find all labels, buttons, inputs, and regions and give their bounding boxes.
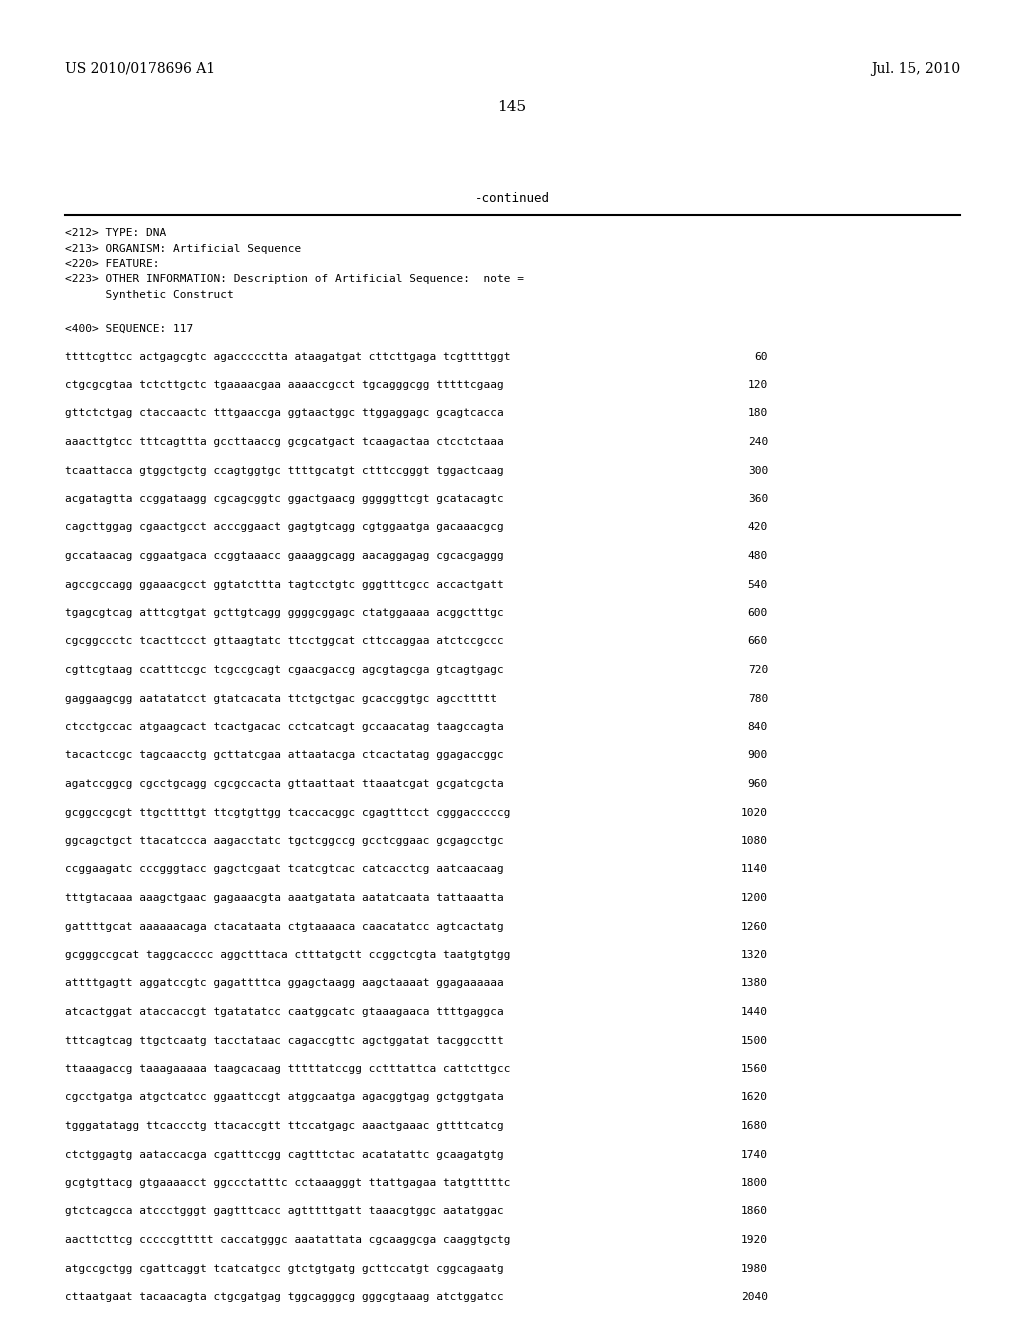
Text: gcgtgttacg gtgaaaacct ggccctatttc cctaaagggt ttattgagaa tatgtttttc: gcgtgttacg gtgaaaacct ggccctatttc cctaaa…	[65, 1177, 511, 1188]
Text: ggcagctgct ttacatccca aagacctatc tgctcggccg gcctcggaac gcgagcctgc: ggcagctgct ttacatccca aagacctatc tgctcgg…	[65, 836, 504, 846]
Text: 300: 300	[748, 466, 768, 475]
Text: Synthetic Construct: Synthetic Construct	[65, 290, 233, 300]
Text: 420: 420	[748, 523, 768, 532]
Text: 1440: 1440	[741, 1007, 768, 1016]
Text: tttgtacaaa aaagctgaac gagaaacgta aaatgatata aatatcaata tattaaatta: tttgtacaaa aaagctgaac gagaaacgta aaatgat…	[65, 894, 504, 903]
Text: atgccgctgg cgattcaggt tcatcatgcc gtctgtgatg gcttccatgt cggcagaatg: atgccgctgg cgattcaggt tcatcatgcc gtctgtg…	[65, 1263, 504, 1274]
Text: gattttgcat aaaaaacaga ctacataata ctgtaaaaca caacatatcc agtcactatg: gattttgcat aaaaaacaga ctacataata ctgtaaa…	[65, 921, 504, 932]
Text: Jul. 15, 2010: Jul. 15, 2010	[870, 62, 961, 77]
Text: 60: 60	[755, 351, 768, 362]
Text: gccataacag cggaatgaca ccggtaaacc gaaaggcagg aacaggagag cgcacgaggg: gccataacag cggaatgaca ccggtaaacc gaaaggc…	[65, 550, 504, 561]
Text: 780: 780	[748, 693, 768, 704]
Text: ctcctgccac atgaagcact tcactgacac cctcatcagt gccaacatag taagccagta: ctcctgccac atgaagcact tcactgacac cctcatc…	[65, 722, 504, 733]
Text: 145: 145	[498, 100, 526, 114]
Text: atcactggat ataccaccgt tgatatatcc caatggcatc gtaaagaaca ttttgaggca: atcactggat ataccaccgt tgatatatcc caatggc…	[65, 1007, 504, 1016]
Text: cgcggccctc tcacttccct gttaagtatc ttcctggcat cttccaggaa atctccgccc: cgcggccctc tcacttccct gttaagtatc ttcctgg…	[65, 636, 504, 647]
Text: ccggaagatc cccgggtacc gagctcgaat tcatcgtcac catcacctcg aatcaacaag: ccggaagatc cccgggtacc gagctcgaat tcatcgt…	[65, 865, 504, 874]
Text: 1200: 1200	[741, 894, 768, 903]
Text: 1140: 1140	[741, 865, 768, 874]
Text: gcggccgcgt ttgcttttgt ttcgtgttgg tcaccacggc cgagtttcct cgggacccccg: gcggccgcgt ttgcttttgt ttcgtgttgg tcaccac…	[65, 808, 511, 817]
Text: <223> OTHER INFORMATION: Description of Artificial Sequence:  note =: <223> OTHER INFORMATION: Description of …	[65, 275, 524, 285]
Text: <220> FEATURE:: <220> FEATURE:	[65, 259, 160, 269]
Text: aaacttgtcc tttcagttta gccttaaccg gcgcatgact tcaagactaa ctcctctaaa: aaacttgtcc tttcagttta gccttaaccg gcgcatg…	[65, 437, 504, 447]
Text: 720: 720	[748, 665, 768, 675]
Text: 2040: 2040	[741, 1292, 768, 1302]
Text: 1800: 1800	[741, 1177, 768, 1188]
Text: 480: 480	[748, 550, 768, 561]
Text: cgcctgatga atgctcatcc ggaattccgt atggcaatga agacggtgag gctggtgata: cgcctgatga atgctcatcc ggaattccgt atggcaa…	[65, 1093, 504, 1102]
Text: gaggaagcgg aatatatcct gtatcacata ttctgctgac gcaccggtgc agccttttt: gaggaagcgg aatatatcct gtatcacata ttctgct…	[65, 693, 497, 704]
Text: cagcttggag cgaactgcct acccggaact gagtgtcagg cgtggaatga gacaaacgcg: cagcttggag cgaactgcct acccggaact gagtgtc…	[65, 523, 504, 532]
Text: 1620: 1620	[741, 1093, 768, 1102]
Text: 1860: 1860	[741, 1206, 768, 1217]
Text: 1260: 1260	[741, 921, 768, 932]
Text: acgatagtta ccggataagg cgcagcggtc ggactgaacg gggggttcgt gcatacagtc: acgatagtta ccggataagg cgcagcggtc ggactga…	[65, 494, 504, 504]
Text: ctctggagtg aataccacga cgatttccgg cagtttctac acatatattc gcaagatgtg: ctctggagtg aataccacga cgatttccgg cagtttc…	[65, 1150, 504, 1159]
Text: 1380: 1380	[741, 978, 768, 989]
Text: 1020: 1020	[741, 808, 768, 817]
Text: 1500: 1500	[741, 1035, 768, 1045]
Text: tacactccgc tagcaacctg gcttatcgaa attaatacga ctcactatag ggagaccggc: tacactccgc tagcaacctg gcttatcgaa attaata…	[65, 751, 504, 760]
Text: 1560: 1560	[741, 1064, 768, 1074]
Text: 240: 240	[748, 437, 768, 447]
Text: cttaatgaat tacaacagta ctgcgatgag tggcagggcg gggcgtaaag atctggatcc: cttaatgaat tacaacagta ctgcgatgag tggcagg…	[65, 1292, 504, 1302]
Text: gttctctgag ctaccaactc tttgaaccga ggtaactggc ttggaggagc gcagtcacca: gttctctgag ctaccaactc tttgaaccga ggtaact…	[65, 408, 504, 418]
Text: 1920: 1920	[741, 1236, 768, 1245]
Text: 1080: 1080	[741, 836, 768, 846]
Text: -continued: -continued	[474, 191, 550, 205]
Text: agccgccagg ggaaacgcct ggtatcttta tagtcctgtc gggtttcgcc accactgatt: agccgccagg ggaaacgcct ggtatcttta tagtcct…	[65, 579, 504, 590]
Text: aacttcttcg cccccgttttt caccatgggc aaatattata cgcaaggcga caaggtgctg: aacttcttcg cccccgttttt caccatgggc aaatat…	[65, 1236, 511, 1245]
Text: cgttcgtaag ccatttccgc tcgccgcagt cgaacgaccg agcgtagcga gtcagtgagc: cgttcgtaag ccatttccgc tcgccgcagt cgaacga…	[65, 665, 504, 675]
Text: <213> ORGANISM: Artificial Sequence: <213> ORGANISM: Artificial Sequence	[65, 243, 301, 253]
Text: ctgcgcgtaa tctcttgctc tgaaaacgaa aaaaccgcct tgcagggcgg tttttcgaag: ctgcgcgtaa tctcttgctc tgaaaacgaa aaaaccg…	[65, 380, 504, 389]
Text: <400> SEQUENCE: 117: <400> SEQUENCE: 117	[65, 323, 194, 334]
Text: 360: 360	[748, 494, 768, 504]
Text: gcgggccgcat taggcacccc aggctttaca ctttatgctt ccggctcgta taatgtgtgg: gcgggccgcat taggcacccc aggctttaca ctttat…	[65, 950, 511, 960]
Text: 660: 660	[748, 636, 768, 647]
Text: 960: 960	[748, 779, 768, 789]
Text: 1680: 1680	[741, 1121, 768, 1131]
Text: 1980: 1980	[741, 1263, 768, 1274]
Text: gtctcagcca atccctgggt gagtttcacc agtttttgatt taaacgtggc aatatggac: gtctcagcca atccctgggt gagtttcacc agttttt…	[65, 1206, 504, 1217]
Text: 600: 600	[748, 609, 768, 618]
Text: tttcagtcag ttgctcaatg tacctataac cagaccgttc agctggatat tacggccttt: tttcagtcag ttgctcaatg tacctataac cagaccg…	[65, 1035, 504, 1045]
Text: ttaaagaccg taaagaaaaa taagcacaag tttttatccgg cctttattca cattcttgcc: ttaaagaccg taaagaaaaa taagcacaag tttttat…	[65, 1064, 511, 1074]
Text: ttttcgttcc actgagcgtc agaccccctta ataagatgat cttcttgaga tcgttttggt: ttttcgttcc actgagcgtc agaccccctta ataaga…	[65, 351, 511, 362]
Text: 1740: 1740	[741, 1150, 768, 1159]
Text: tcaattacca gtggctgctg ccagtggtgc ttttgcatgt ctttccgggt tggactcaag: tcaattacca gtggctgctg ccagtggtgc ttttgca…	[65, 466, 504, 475]
Text: tgagcgtcag atttcgtgat gcttgtcagg ggggcggagc ctatggaaaa acggctttgc: tgagcgtcag atttcgtgat gcttgtcagg ggggcgg…	[65, 609, 504, 618]
Text: 900: 900	[748, 751, 768, 760]
Text: 540: 540	[748, 579, 768, 590]
Text: 120: 120	[748, 380, 768, 389]
Text: attttgagtt aggatccgtc gagattttca ggagctaagg aagctaaaat ggagaaaaaa: attttgagtt aggatccgtc gagattttca ggagcta…	[65, 978, 504, 989]
Text: <212> TYPE: DNA: <212> TYPE: DNA	[65, 228, 166, 238]
Text: 840: 840	[748, 722, 768, 733]
Text: tgggatatagg ttcaccctg ttacaccgtt ttccatgagc aaactgaaac gttttcatcg: tgggatatagg ttcaccctg ttacaccgtt ttccatg…	[65, 1121, 504, 1131]
Text: 1320: 1320	[741, 950, 768, 960]
Text: US 2010/0178696 A1: US 2010/0178696 A1	[65, 62, 215, 77]
Text: agatccggcg cgcctgcagg cgcgccacta gttaattaat ttaaatcgat gcgatcgcta: agatccggcg cgcctgcagg cgcgccacta gttaatt…	[65, 779, 504, 789]
Text: 180: 180	[748, 408, 768, 418]
